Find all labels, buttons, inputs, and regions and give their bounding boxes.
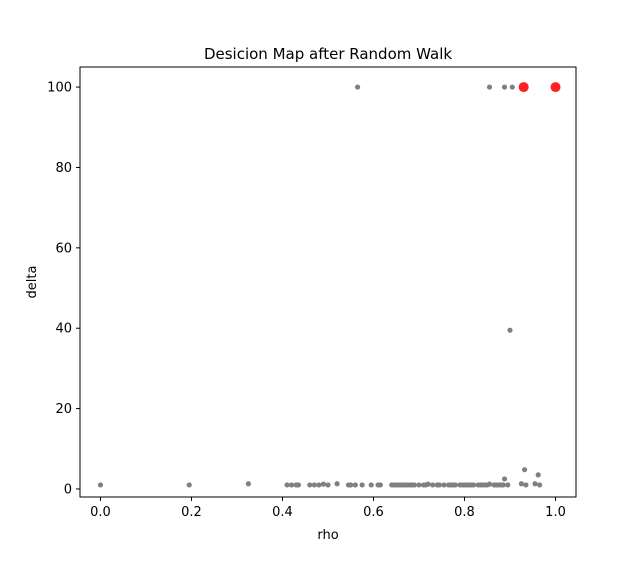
scatter-point [471,482,477,488]
scatter-point [316,482,322,488]
scatter-point [377,482,383,488]
x-axis-label: rho [317,528,338,543]
scatter-point [441,482,447,488]
y-axis-ticks: 0 20 40 60 80 100 [47,81,80,497]
scatter-point [501,84,508,90]
scatter-point [307,482,313,488]
scatter-point [411,482,418,488]
scatter-point [521,467,528,473]
x-tick-label: 0.2 [181,505,202,520]
scatter-point [430,482,436,488]
center-point [550,82,561,93]
scatter-point [368,482,374,488]
scatter-point [97,482,104,488]
chart-title: Desicion Map after Random Walk [204,45,452,63]
scatter-point [425,481,431,487]
x-tick-label: 0.8 [454,505,475,520]
scatter-point [507,327,513,333]
y-tick-label: 0 [64,482,72,497]
scatter-point [452,482,459,488]
scatter-point [354,84,361,90]
scatter-point [509,84,515,90]
scatter-point [416,482,422,488]
x-tick-label: 0.4 [272,505,293,520]
scatter-point [320,481,327,487]
x-tick-label: 0.6 [363,505,384,520]
scatter-point [334,481,340,487]
scatter-point [245,481,251,487]
scatter-point [295,482,302,488]
scatter-point [311,482,317,488]
x-tick-label: 1.0 [545,505,566,520]
scatter-point [518,481,524,487]
scatter-point [486,84,493,90]
y-tick-label: 100 [47,81,72,96]
plot-frame [79,66,577,498]
x-axis-ticks: 0.0 0.2 0.4 0.6 0.8 1.0 [90,497,566,520]
y-tick-label: 60 [55,241,72,256]
scatter-point [348,482,354,488]
scatter-point [535,472,541,478]
center-point [518,82,529,93]
y-tick-label: 40 [55,322,72,337]
scatter-point [537,482,543,488]
scatter-point [501,476,508,482]
scatter-point [486,481,493,487]
scatter-point [284,482,290,488]
y-axis-label: delta [25,266,40,299]
scatter-point [523,482,529,488]
x-tick-label: 0.0 [90,505,111,520]
y-tick-label: 20 [55,402,72,417]
scatter-point [359,482,365,488]
scatter-point [289,482,295,488]
scatter-point [186,482,192,488]
scatter-point [532,481,538,487]
y-tick-label: 80 [55,161,72,176]
scatter-point [505,482,511,488]
scatter-point [436,482,443,488]
scatter-point [500,482,506,488]
scatter-point [325,482,331,488]
points-layer [97,82,561,488]
scatter-point [352,482,358,488]
